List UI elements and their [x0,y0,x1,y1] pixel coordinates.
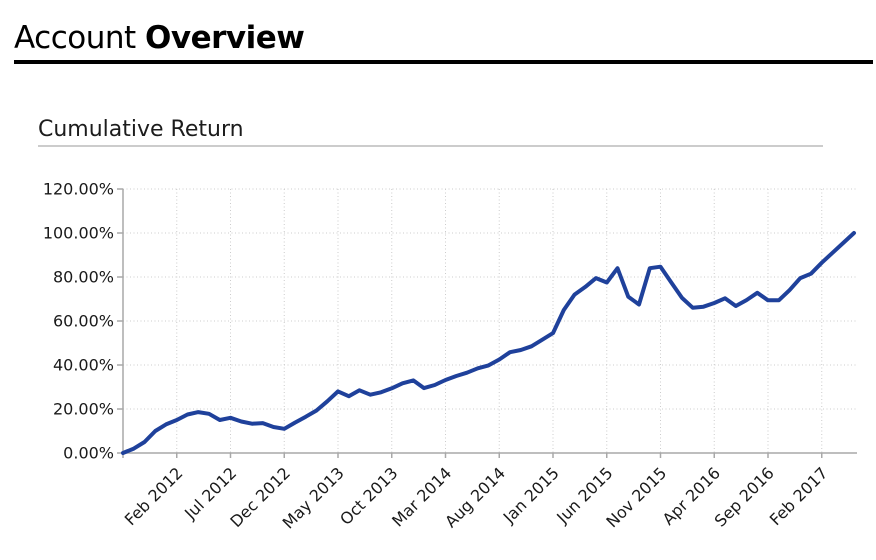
page-title-bold: Overview [145,20,305,56]
svg-text:20.00%: 20.00% [53,400,114,419]
svg-text:40.00%: 40.00% [53,356,114,375]
page-title: Account Overview [14,20,305,56]
svg-text:Sep 2016: Sep 2016 [711,463,778,530]
chart-section-title: Cumulative Return [38,117,244,142]
svg-text:120.00%: 120.00% [43,180,114,199]
svg-text:60.00%: 60.00% [53,312,114,331]
svg-text:Feb 2017: Feb 2017 [766,463,832,529]
page-title-regular: Account [14,20,136,56]
header-divider [14,60,873,64]
svg-text:100.00%: 100.00% [43,224,114,243]
svg-text:Feb 2012: Feb 2012 [121,463,187,529]
svg-text:0.00%: 0.00% [63,444,114,463]
svg-text:Jan 2015: Jan 2015 [499,463,563,527]
section-divider [38,145,823,147]
svg-text:80.00%: 80.00% [53,268,114,287]
